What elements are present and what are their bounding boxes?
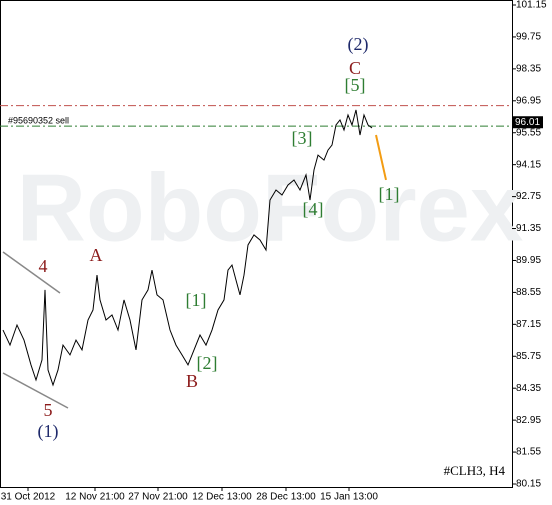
price-label: 96.01 <box>515 117 540 128</box>
y-tick-label: 88.55 <box>516 287 541 298</box>
y-tick-label: 98.35 <box>516 64 541 75</box>
y-tick-label: 91.35 <box>516 223 541 234</box>
wave-label: (2) <box>348 34 369 55</box>
watermark: RoboForex <box>17 154 524 261</box>
wave-label: C <box>349 58 361 78</box>
x-tick-label: 27 Nov 21:00 <box>128 492 188 503</box>
y-tick-label: 95.55 <box>516 127 541 138</box>
wave-label: [5] <box>345 75 366 95</box>
wave-label: [4] <box>303 199 324 219</box>
wave-label: [2] <box>197 353 218 373</box>
price-label-box <box>513 116 543 129</box>
symbol-label: #CLH3, H4 <box>444 463 506 478</box>
wave-label: (1) <box>38 421 59 442</box>
wave-label: 5 <box>44 400 53 420</box>
channel-line <box>2 251 61 294</box>
forecast-line <box>375 134 387 181</box>
plot-frame <box>0 0 513 488</box>
y-tick-label: 101.15 <box>516 0 547 11</box>
y-tick-label: 96.95 <box>516 95 541 106</box>
wave-label: B <box>186 371 198 391</box>
y-tick-label: 94.15 <box>516 159 541 170</box>
y-tick-label: 87.15 <box>516 319 541 330</box>
y-tick-label: 99.75 <box>516 32 541 43</box>
order-label: #95690352 sell <box>8 115 69 125</box>
wave-label: [1] <box>186 290 207 310</box>
y-tick-label: 84.35 <box>516 383 541 394</box>
x-tick-label: 15 Jan 13:00 <box>320 492 378 503</box>
wave-label: 4 <box>39 256 48 276</box>
channel-line <box>2 372 69 409</box>
x-tick-label: 31 Oct 2012 <box>1 492 56 503</box>
y-tick-label: 92.75 <box>516 191 541 202</box>
y-tick-label: 89.95 <box>516 255 541 266</box>
y-tick-label: 82.95 <box>516 415 541 426</box>
wave-label: [1] <box>379 184 400 204</box>
y-tick-label: 80.15 <box>516 479 541 490</box>
price-line <box>2 109 373 387</box>
x-tick-label: 28 Dec 13:00 <box>256 492 316 503</box>
x-tick-label: 12 Nov 21:00 <box>65 492 125 503</box>
wave-label: A <box>90 245 103 265</box>
wave-label: [3] <box>292 128 313 148</box>
x-tick-label: 12 Dec 13:00 <box>192 492 252 503</box>
y-tick-label: 85.75 <box>516 351 541 362</box>
y-tick-label: 81.55 <box>516 447 541 458</box>
